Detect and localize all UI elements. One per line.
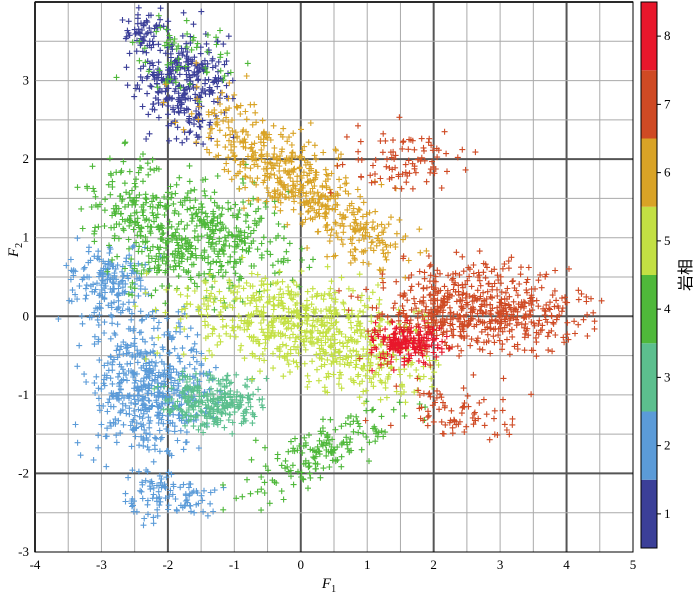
- points-facies-4: [74, 12, 429, 514]
- x-tick-labels: -4 -3 -2 -1 0 1 2 3 4 5: [30, 557, 637, 572]
- colorbar-tick-label: 2: [664, 438, 671, 453]
- y-tick-label: 1: [23, 230, 30, 245]
- colorbar-tick-label: 7: [664, 96, 671, 111]
- y-tick-label: 2: [23, 151, 30, 166]
- y-tick-label: -2: [18, 465, 29, 480]
- colorbar-frame: [640, 1, 658, 549]
- series-facies-5: [132, 254, 442, 407]
- series-facies-8: [368, 317, 453, 374]
- x-axis-label: F1: [321, 576, 336, 595]
- points-facies-1: [119, 4, 237, 148]
- y-tick-label: -3: [18, 544, 29, 559]
- points-facies-5: [132, 254, 442, 407]
- x-tick-label: 2: [430, 557, 437, 572]
- colorbar: [640, 1, 658, 549]
- x-tick-label: -2: [162, 557, 173, 572]
- plot-frame: [34, 1, 634, 553]
- series-facies-1: [119, 4, 237, 148]
- colorbar-segment: [641, 138, 657, 207]
- scatter-points: [55, 4, 605, 529]
- colorbar-tick-labels: 1 2 3 4 5 6 7 8: [657, 28, 671, 521]
- points-facies-6: [160, 59, 430, 282]
- points-facies-7: [327, 114, 605, 443]
- points-facies-8: [368, 317, 453, 374]
- series-facies-7: [327, 114, 605, 443]
- y-tick-labels: -3 -2 -1 0 1 2 3: [18, 73, 29, 559]
- colorbar-segment: [641, 2, 657, 71]
- colorbar-segment: [641, 70, 657, 139]
- x-tick-label: -3: [96, 557, 107, 572]
- colorbar-segment: [641, 206, 657, 275]
- x-tick-label: 4: [563, 557, 570, 572]
- x-tick-label: 0: [298, 557, 305, 572]
- x-tick-label: 3: [497, 557, 504, 572]
- colorbar-tick-label: 8: [664, 28, 671, 43]
- x-tick-label: -1: [229, 557, 240, 572]
- series-facies-4: [74, 12, 429, 514]
- colorbar-tick-label: 4: [664, 301, 671, 316]
- y-tick-label: -1: [18, 387, 29, 402]
- colorbar-tick-label: 6: [664, 165, 671, 180]
- series-facies-2: [55, 235, 227, 529]
- x-tick-label: -4: [30, 557, 41, 572]
- colorbar-segment: [641, 479, 657, 548]
- colorbar-tick-label: 1: [664, 506, 671, 521]
- colorbar-segment: [641, 411, 657, 480]
- x-tick-label: 1: [364, 557, 371, 572]
- series-facies-6: [160, 59, 430, 282]
- colorbar-label: 岩相: [676, 259, 695, 291]
- colorbar-tick-label: 5: [664, 233, 671, 248]
- y-tick-label: 3: [23, 73, 30, 88]
- points-facies-2: [55, 235, 227, 529]
- series-facies-3: [151, 368, 270, 437]
- y-tick-label: 0: [23, 308, 30, 323]
- y-axis-label: F2: [6, 243, 25, 258]
- x-tick-label: 5: [630, 557, 637, 572]
- colorbar-segment: [641, 343, 657, 412]
- colorbar-segment: [641, 275, 657, 344]
- points-facies-3: [151, 368, 270, 437]
- colorbar-tick-label: 3: [664, 369, 671, 384]
